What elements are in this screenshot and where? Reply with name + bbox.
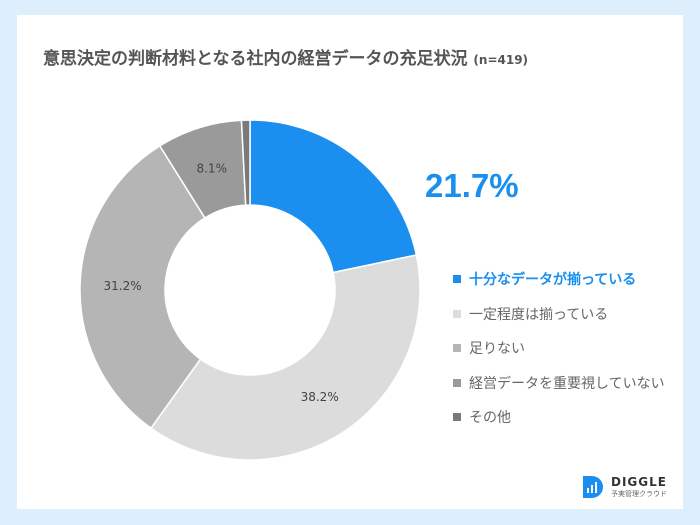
legend-swatch [453, 344, 461, 353]
legend-label: 十分なデータが揃っている [469, 272, 637, 289]
legend-label: その他 [469, 410, 511, 427]
donut-slice [249, 119, 418, 274]
data-label: 8.1% [196, 161, 227, 175]
donut-slice [149, 254, 421, 461]
legend-label: 一定程度は揃っている [469, 306, 609, 323]
sample-size: (n=419) [473, 53, 529, 67]
title-text: 意思決定の判断材料となる社内の経営データの充足状況 [43, 49, 468, 69]
legend-item: 一定程度は揃っている [453, 297, 665, 332]
data-label: 38.2% [301, 390, 339, 404]
legend-item: その他 [453, 400, 665, 435]
logo-tagline: 予実管理クラウド [611, 490, 667, 498]
data-label: 31.2% [104, 279, 142, 293]
chart-title: 意思決定の判断材料となる社内の経営データの充足状況 (n=419) [43, 44, 528, 69]
highlight-value: 21.7% [425, 167, 519, 204]
legend-label: 経営データを重要視していない [469, 375, 665, 392]
legend-item: 足りない [453, 331, 665, 366]
legend-swatch [453, 275, 461, 284]
legend-swatch [453, 413, 461, 422]
legend-swatch [453, 378, 461, 387]
legend-item: 経営データを重要視していない [453, 366, 665, 401]
legend-item: 十分なデータが揃っている [453, 262, 665, 297]
legend-label: 足りない [469, 341, 525, 358]
diggle-logo: DIGGLE 予実管理クラウド [583, 475, 667, 499]
donut-slice [240, 119, 251, 206]
diggle-logo-icon [583, 476, 603, 498]
logo-name: DIGGLE [611, 475, 667, 489]
legend: 十分なデータが揃っている 一定程度は揃っている 足りない経営データを重要視していない… [453, 262, 665, 435]
donut-slice [79, 144, 206, 430]
legend-swatch [453, 309, 461, 318]
